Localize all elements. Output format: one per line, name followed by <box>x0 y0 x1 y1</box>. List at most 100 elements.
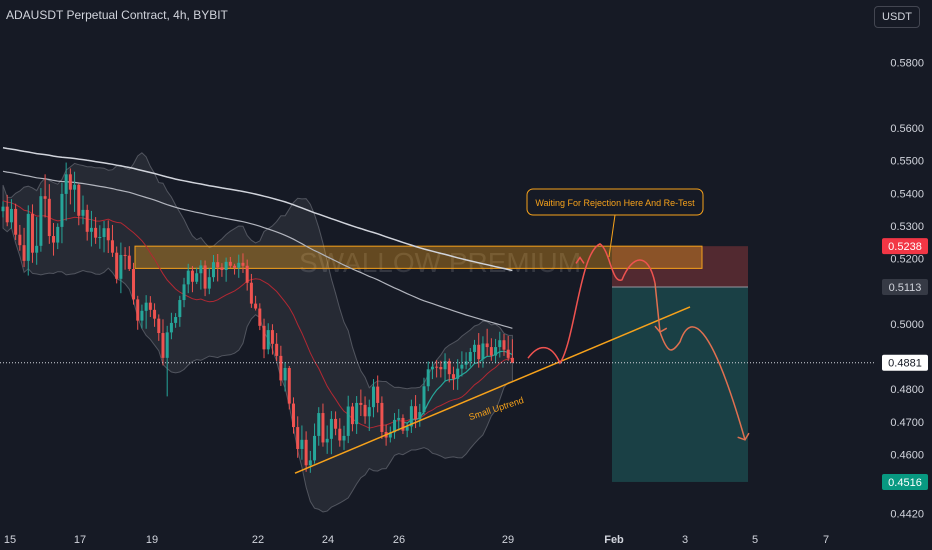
candle <box>401 414 405 434</box>
price-tick-label: 0.4800 <box>890 384 924 396</box>
candle-body <box>317 413 321 436</box>
candle <box>350 402 354 432</box>
candle-body <box>405 426 409 431</box>
candle <box>325 425 329 454</box>
candle <box>342 425 346 450</box>
candle <box>169 312 173 340</box>
candle-body <box>157 318 161 334</box>
candle <box>241 253 245 273</box>
price-label-text: 0.4881 <box>888 358 922 370</box>
candle <box>148 296 152 318</box>
candle-body <box>388 432 392 438</box>
candle <box>233 263 237 275</box>
rejection-callout: Waiting For Rejection Here And Re-Test <box>526 188 704 258</box>
candle <box>443 353 447 382</box>
candle <box>430 361 434 380</box>
candle-body <box>266 330 270 350</box>
candle <box>123 247 127 270</box>
price-tick-label: 0.5600 <box>890 123 924 135</box>
candle <box>456 359 460 390</box>
candle-body <box>489 347 493 356</box>
candle-body <box>464 361 468 365</box>
candle <box>380 396 384 439</box>
candle <box>359 389 363 416</box>
candle-body <box>435 366 439 368</box>
price-tick-label: 0.4420 <box>890 508 924 520</box>
price-axis[interactable]: 0.5800 0.5600 0.5500 0.5400 0.5300 0.5200 0.50… <box>890 58 924 521</box>
candle-body <box>199 265 203 274</box>
uptrend-line <box>294 306 691 474</box>
candle <box>426 361 430 392</box>
arrowhead-up <box>575 256 585 264</box>
candle-body <box>342 435 346 441</box>
candle <box>346 395 350 444</box>
candle <box>199 260 203 290</box>
candle <box>115 246 119 284</box>
price-tick-label: 0.4600 <box>890 450 924 462</box>
short-position-tool[interactable] <box>612 246 748 482</box>
candle <box>77 183 81 226</box>
candle <box>89 210 93 247</box>
candle-body <box>254 303 258 309</box>
time-tick-label: 7 <box>823 534 829 546</box>
candle-body <box>77 184 81 216</box>
candle-body <box>98 237 102 239</box>
candle <box>317 407 321 446</box>
candle <box>355 396 359 434</box>
candle <box>304 431 308 472</box>
candle-body <box>371 386 375 408</box>
candle-body <box>426 369 430 387</box>
candle-body <box>169 322 173 333</box>
candle <box>502 334 506 356</box>
candle <box>308 450 312 473</box>
candle <box>363 396 367 424</box>
candle <box>228 256 232 269</box>
candle-body <box>127 255 131 270</box>
time-axis[interactable]: 15 17 19 22 24 26 29 Feb 3 5 7 <box>4 534 829 546</box>
candle <box>321 403 325 447</box>
candles <box>1 162 514 473</box>
candle-body <box>224 261 228 270</box>
candle <box>136 295 140 330</box>
candle-body <box>334 418 338 429</box>
callout-pointer <box>608 214 616 258</box>
candle-body <box>279 355 283 381</box>
candle <box>249 273 253 308</box>
candle-body <box>355 402 359 425</box>
time-tick-label: 17 <box>74 534 86 546</box>
candle <box>270 324 274 355</box>
candle-body <box>89 227 93 232</box>
candle-body <box>220 267 224 270</box>
candle-body <box>212 262 215 278</box>
candle-body <box>106 228 110 241</box>
candle-body <box>401 417 405 431</box>
chart-title: ADAUSDT Perpetual Contract, 4h, BYBIT <box>6 8 228 22</box>
candle <box>174 313 178 328</box>
candle <box>127 246 131 271</box>
candle <box>153 303 157 327</box>
candle <box>237 254 241 278</box>
candle-body <box>460 364 464 369</box>
candle-body <box>110 240 114 253</box>
candle-body <box>313 435 317 461</box>
candle <box>435 360 439 378</box>
candle-body <box>502 340 506 350</box>
candle-body <box>52 236 56 243</box>
candle <box>106 220 110 254</box>
candle <box>477 333 481 368</box>
candle-body <box>9 208 13 223</box>
candle <box>498 331 502 358</box>
price-label-box <box>882 238 928 255</box>
candle <box>287 366 291 410</box>
candle <box>506 335 510 361</box>
candle-body <box>485 343 489 348</box>
resistance-zone[interactable] <box>134 245 703 269</box>
candle-body <box>102 228 106 238</box>
candle-body <box>468 351 472 362</box>
price-tick-label: 0.5400 <box>890 188 924 200</box>
candle-body <box>203 265 207 289</box>
candle-body <box>422 386 426 413</box>
currency-button[interactable]: USDT <box>874 6 920 28</box>
candle-body <box>481 343 485 360</box>
